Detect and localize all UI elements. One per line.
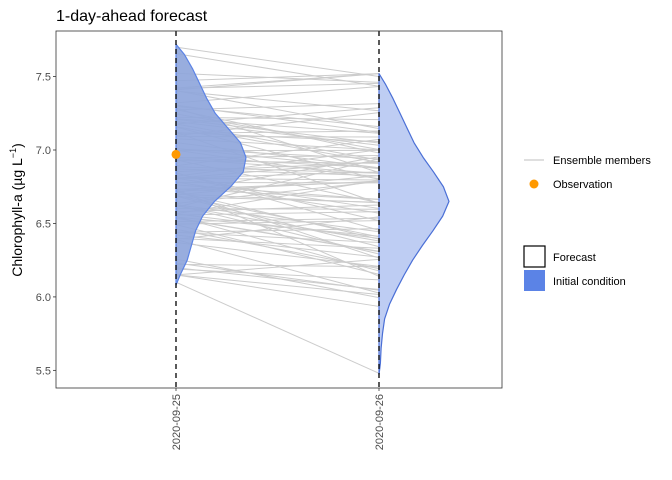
ensemble-member-line [175,205,380,242]
y-tick-label: 6.5 [36,218,51,230]
forecast-density [378,73,450,376]
legend-initial-condition-key [524,270,545,291]
ensemble-member-line [175,73,380,89]
y-tick-label: 6.0 [36,292,51,304]
ensemble-member-line [175,228,380,233]
ensemble-member-line [175,204,380,213]
ensemble-member-line [175,216,380,237]
legend-forecast-label: Forecast [553,252,596,264]
y-axis-label: Chlorophyll-a (µg L−1) [8,143,25,277]
legend-ensemble-label: Ensemble members [553,155,651,167]
ensemble-member-line [175,46,380,78]
ensemble-member-line [175,231,380,243]
ensemble-member-line [175,268,380,281]
ensemble-member-line [175,211,380,216]
ensemble-member-line [175,85,380,104]
initial-condition-density [175,43,247,286]
ensemble-member-line [175,258,380,299]
ensemble-member-line [175,258,380,276]
x-axis: 2020-09-25 2020-09-26 [171,388,386,450]
legend: Ensemble members Observation Forecast Initi… [523,155,651,291]
ensemble-member-line [175,73,380,82]
chart-title: 1-day-ahead forecast [56,8,208,25]
ensemble-member-line [175,204,380,255]
x-tick-label: 2020-09-26 [374,394,386,450]
legend-initial-condition-label: Initial condition [553,276,626,288]
ensemble-member-line [175,234,380,258]
legend-observation-label: Observation [553,179,612,191]
ensemble-member-line [175,90,380,112]
y-tick-label: 7.5 [36,72,51,84]
x-tick-label: 2020-09-25 [171,394,183,450]
density-layer [175,43,450,376]
observation-point [171,149,181,159]
y-axis: 5.5 6.0 6.5 7.0 7.5 [36,72,56,377]
legend-forecast-key [523,245,546,268]
ensemble-member-line [175,274,380,307]
date-markers [175,31,380,388]
ensemble-member-line [175,204,380,233]
y-tick-label: 7.0 [36,145,51,157]
ensemble-member-line [175,220,380,225]
plot-panel-border [55,30,503,389]
ensemble-member-line [175,224,380,275]
ensemble-member-line [175,217,380,223]
ensemble-member-line [175,179,380,215]
ensemble-member-line [175,90,380,130]
y-tick-label: 5.5 [36,365,51,377]
ensemble-member-line [175,53,380,87]
ensemble-member-line [175,82,380,89]
ensemble-member-line [175,239,380,294]
ensemble-member-line [175,281,380,374]
observation-layer [171,149,181,159]
legend-observation-key [529,179,539,189]
